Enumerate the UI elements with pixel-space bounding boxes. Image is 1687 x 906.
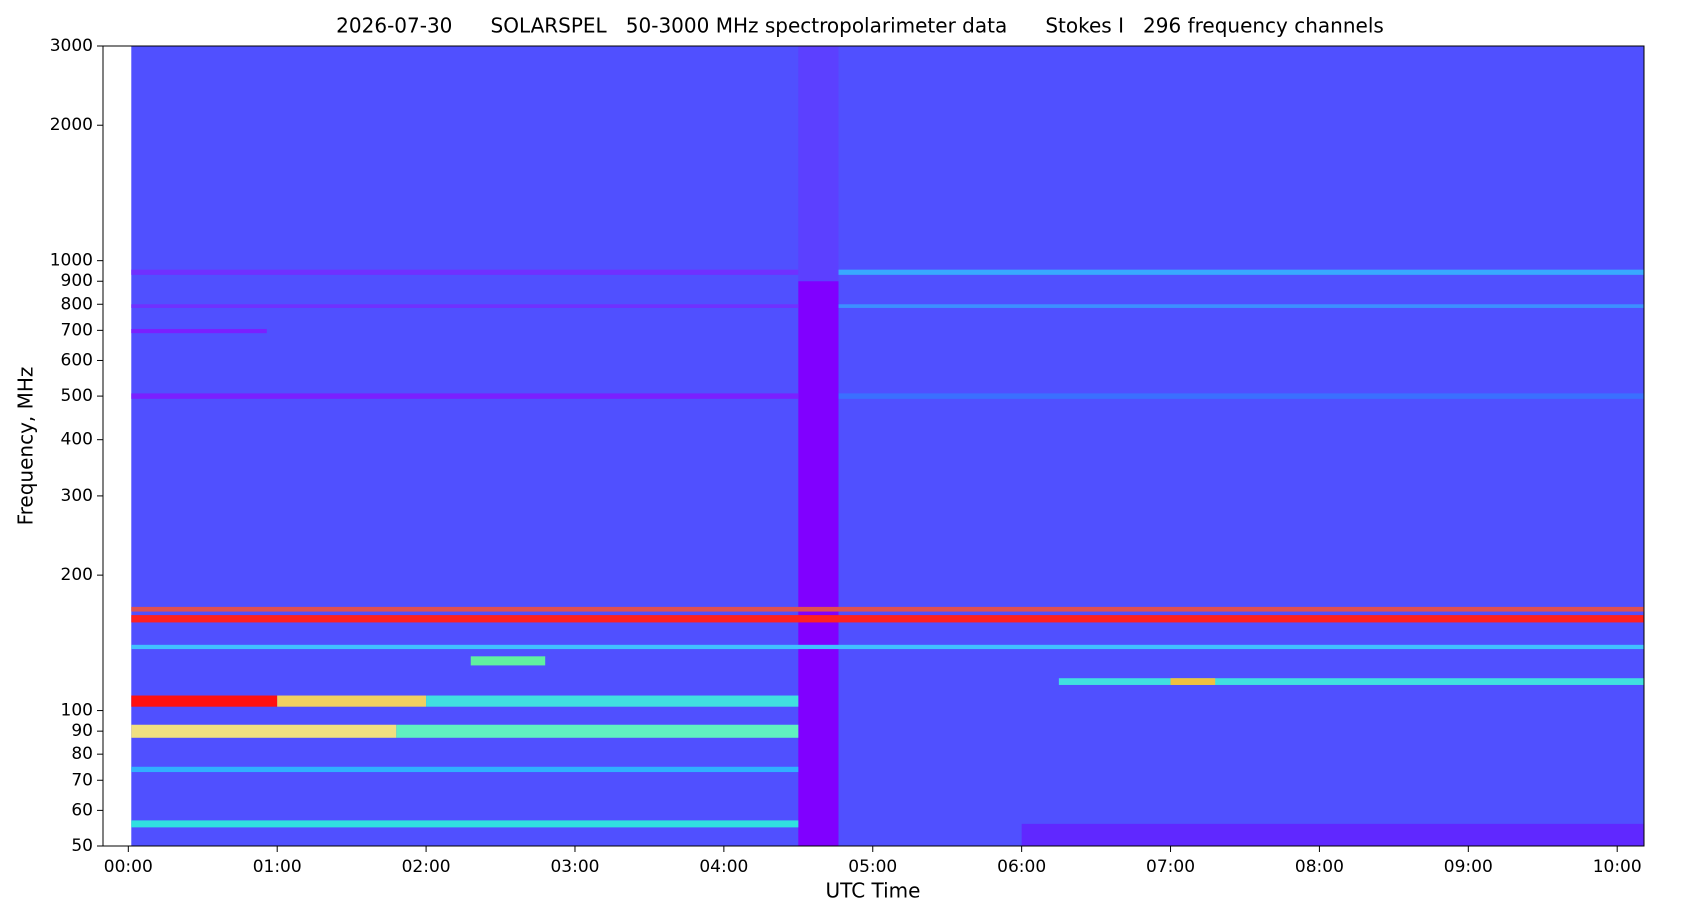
spectrum-band xyxy=(131,820,799,828)
y-tick-label: 600 xyxy=(61,350,93,370)
y-tick-label: 300 xyxy=(61,486,93,506)
x-tick-label: 04:00 xyxy=(699,857,748,877)
spectrum-band xyxy=(426,695,799,707)
spectrum-band xyxy=(131,724,397,738)
plot-frame xyxy=(102,45,1645,847)
spectrum-band xyxy=(131,695,278,707)
spectrum-band xyxy=(131,644,1644,650)
spectrum-band xyxy=(131,393,799,399)
y-tick-label: 70 xyxy=(71,770,93,790)
x-tick-label: 03:00 xyxy=(550,857,599,877)
y-tick-label: 100 xyxy=(61,701,93,721)
spectrum-band xyxy=(277,695,427,707)
y-tick-label: 60 xyxy=(71,800,93,820)
spectrum-band xyxy=(798,46,839,282)
y-tick-label: 2000 xyxy=(50,115,93,135)
y-tick-label: 80 xyxy=(71,744,93,764)
x-tick-label: 08:00 xyxy=(1295,857,1344,877)
x-tick-label: 07:00 xyxy=(1146,857,1195,877)
spectrum-band xyxy=(131,328,267,334)
y-tick-label: 700 xyxy=(61,320,93,340)
y-tick-label: 90 xyxy=(71,721,93,741)
spectrum-band xyxy=(838,304,1644,308)
y-tick-label: 800 xyxy=(61,294,93,314)
spectrum-band xyxy=(838,269,1644,275)
spectrum-band xyxy=(470,656,546,666)
y-tick-label: 400 xyxy=(61,430,93,450)
y-tick-label: 3000 xyxy=(50,36,93,56)
y-tick-label: 900 xyxy=(61,271,93,291)
spectrum-band xyxy=(131,766,799,773)
y-tick-label: 500 xyxy=(61,386,93,406)
spectrum-band xyxy=(396,724,799,738)
spectrum-band xyxy=(131,615,1644,623)
y-tick-label: 50 xyxy=(71,836,93,856)
spectrum-band xyxy=(1021,823,1644,846)
spectrum-band xyxy=(1170,678,1216,685)
x-tick-label: 05:00 xyxy=(848,857,897,877)
x-tick-label: 00:00 xyxy=(104,857,153,877)
spectrum-band xyxy=(131,304,799,308)
spectrum-band xyxy=(131,269,799,275)
x-tick-label: 01:00 xyxy=(253,857,302,877)
y-tick-label: 200 xyxy=(61,565,93,585)
x-tick-label: 09:00 xyxy=(1444,857,1493,877)
x-axis-label: UTC Time xyxy=(826,879,921,903)
spectrum-band xyxy=(798,281,839,847)
spectrum-band xyxy=(131,606,1644,612)
x-tick-label: 02:00 xyxy=(402,857,451,877)
spectrum-band xyxy=(1058,678,1644,685)
x-tick-label: 06:00 xyxy=(997,857,1046,877)
spectrum-band xyxy=(131,46,1644,846)
spectrum-band xyxy=(838,393,1644,399)
y-tick-label: 1000 xyxy=(50,251,93,271)
y-axis-label: Frequency, MHz xyxy=(14,367,38,526)
chart-title: 2026-07-30 SOLARSPEL 50-3000 MHz spectro… xyxy=(336,14,1384,38)
x-tick-label: 10:00 xyxy=(1593,857,1642,877)
